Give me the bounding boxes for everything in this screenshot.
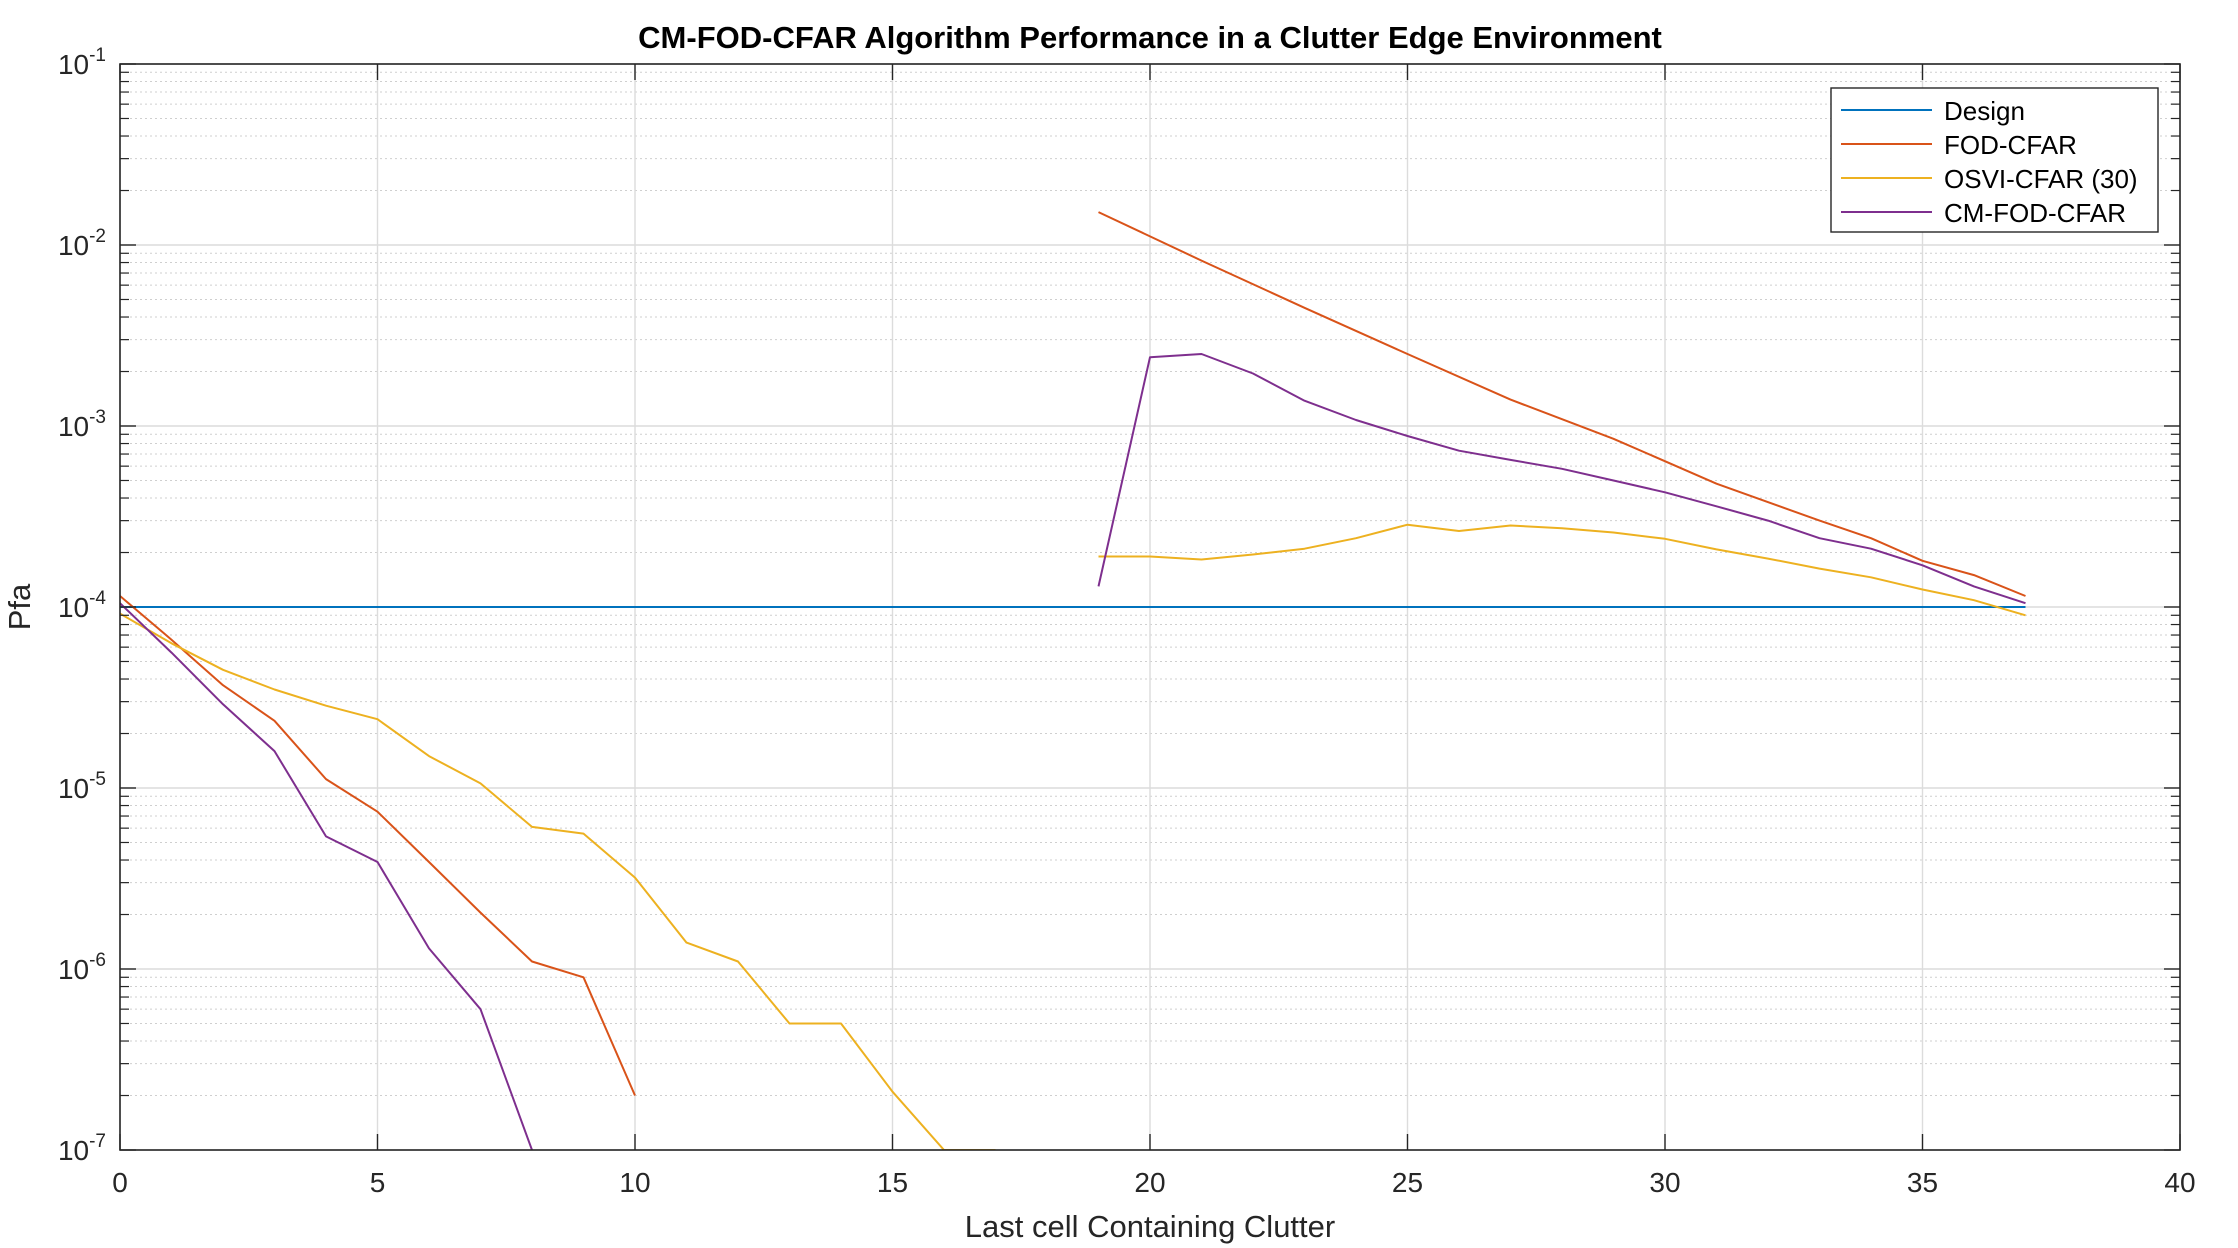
legend-label-fod-cfar: FOD-CFAR bbox=[1944, 130, 2077, 160]
y-tick-labels: 10-7 10-6 10-5 10-4 10-3 10-2 10-1 bbox=[58, 45, 106, 1166]
x-tick-label: 40 bbox=[2164, 1167, 2195, 1198]
x-tick-labels: 0 5 10 15 20 25 30 35 40 bbox=[112, 1167, 2195, 1198]
y-tick-label: 10-3 bbox=[58, 407, 106, 442]
x-tick-label: 15 bbox=[877, 1167, 908, 1198]
y-tick-label: 10-4 bbox=[58, 588, 106, 623]
series-line-fod-cfar bbox=[120, 595, 636, 1096]
series-line-osvi-cfar-30 bbox=[120, 612, 996, 1150]
series-layer bbox=[120, 211, 2026, 1150]
legend-label-cm-fod-cfar: CM-FOD-CFAR bbox=[1944, 198, 2126, 228]
x-tick-label: 10 bbox=[619, 1167, 650, 1198]
y-tick-label: 10-2 bbox=[58, 226, 106, 261]
x-tick-label: 30 bbox=[1649, 1167, 1680, 1198]
axis-ticks bbox=[119, 63, 2181, 1151]
series-line-cm-fod-cfar bbox=[1097, 353, 2026, 605]
x-tick-label: 35 bbox=[1907, 1167, 1938, 1198]
y-tick-label: 10-6 bbox=[58, 950, 106, 985]
series-line-osvi-cfar-30 bbox=[1098, 523, 2026, 617]
series-line-fod-cfar bbox=[1098, 211, 2026, 597]
legend-label-osvi-cfar-30: OSVI-CFAR (30) bbox=[1944, 164, 2138, 194]
y-tick-label: 10-7 bbox=[58, 1131, 106, 1166]
x-tick-label: 0 bbox=[112, 1167, 128, 1198]
legend: Design FOD-CFAR OSVI-CFAR (30) CM-FOD-CFAR bbox=[1830, 87, 2159, 233]
legend-label-design: Design bbox=[1944, 96, 2025, 126]
x-tick-label: 25 bbox=[1392, 1167, 1423, 1198]
legend-box bbox=[1830, 87, 2159, 233]
x-tick-label: 5 bbox=[370, 1167, 386, 1198]
y-axis-label: Pfa bbox=[2, 583, 37, 630]
chart-title: CM-FOD-CFAR Algorithm Performance in a C… bbox=[638, 20, 1662, 55]
x-axis-label: Last cell Containing Clutter bbox=[965, 1209, 1335, 1244]
series-line-cm-fod-cfar bbox=[120, 602, 533, 1150]
y-tick-label: 10-1 bbox=[58, 45, 106, 80]
x-tick-label: 20 bbox=[1134, 1167, 1165, 1198]
y-tick-label: 10-5 bbox=[58, 769, 106, 804]
